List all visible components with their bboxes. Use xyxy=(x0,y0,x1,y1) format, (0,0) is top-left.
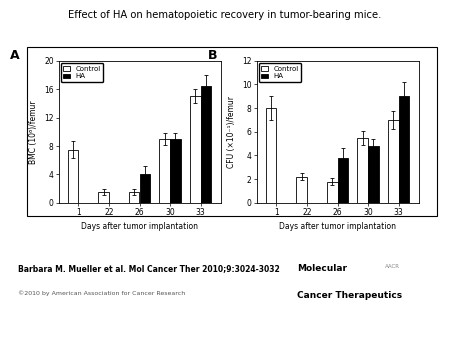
Bar xyxy=(170,139,181,203)
Text: Barbara M. Mueller et al. Mol Cancer Ther 2010;9:3024-3032: Barbara M. Mueller et al. Mol Cancer The… xyxy=(18,264,280,273)
Text: AACR: AACR xyxy=(385,264,400,269)
Y-axis label: BMC (10⁶)/femur: BMC (10⁶)/femur xyxy=(29,100,38,164)
Text: Molecular: Molecular xyxy=(297,264,347,273)
Text: B: B xyxy=(208,49,217,63)
Text: A: A xyxy=(10,49,19,63)
Text: Cancer Therapeutics: Cancer Therapeutics xyxy=(297,291,402,300)
Bar xyxy=(338,158,348,203)
Bar xyxy=(129,192,140,203)
Bar xyxy=(327,182,338,203)
Bar xyxy=(140,174,150,203)
X-axis label: Days after tumor implantation: Days after tumor implantation xyxy=(81,222,198,231)
Bar xyxy=(296,177,307,203)
Text: Effect of HA on hematopoietic recovery in tumor-bearing mice.: Effect of HA on hematopoietic recovery i… xyxy=(68,10,382,20)
Bar xyxy=(98,192,109,203)
Bar xyxy=(201,86,212,203)
Bar xyxy=(388,120,399,203)
Legend: Control, HA: Control, HA xyxy=(61,63,103,82)
Bar xyxy=(266,108,276,203)
Legend: Control, HA: Control, HA xyxy=(259,63,301,82)
Y-axis label: CFU (×10⁻¹)/femur: CFU (×10⁻¹)/femur xyxy=(227,96,236,168)
X-axis label: Days after tumor implantation: Days after tumor implantation xyxy=(279,222,396,231)
Bar xyxy=(368,146,379,203)
Bar xyxy=(357,138,368,203)
Bar xyxy=(159,139,170,203)
Text: ©2010 by American Association for Cancer Research: ©2010 by American Association for Cancer… xyxy=(18,291,185,296)
Bar xyxy=(399,96,410,203)
Bar xyxy=(190,96,201,203)
Bar xyxy=(68,149,78,203)
